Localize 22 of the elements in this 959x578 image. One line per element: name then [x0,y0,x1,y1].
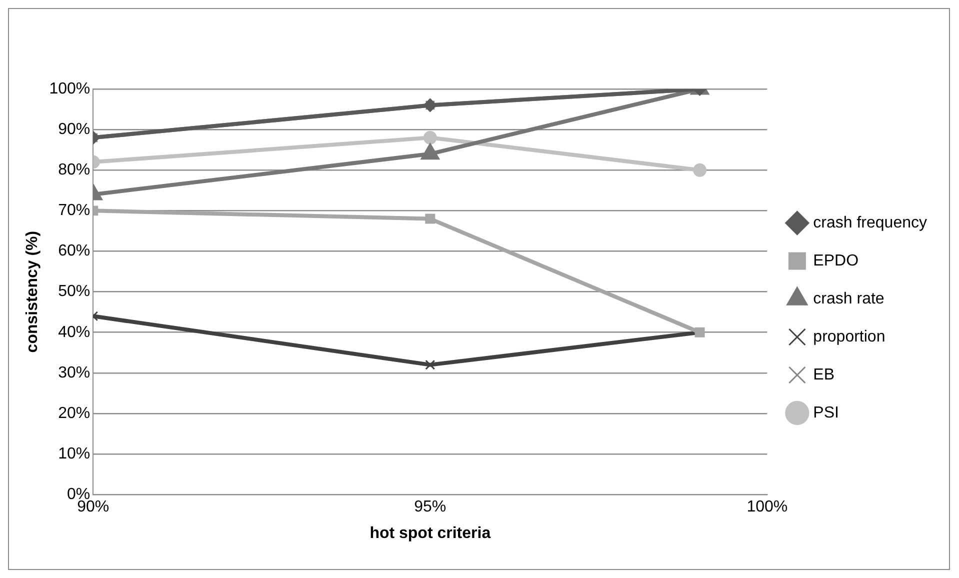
point [425,214,436,224]
x-tick-label: 95% [414,498,446,516]
y-tick-label: 90% [58,120,90,138]
point [423,130,437,144]
y-tick-label: 100% [49,80,90,98]
x-axis-title: hot spot criteria [370,524,491,542]
y-tick-label: 20% [58,404,90,422]
legend-label: proportion [813,328,886,346]
y-tick-label: 50% [58,283,90,300]
legend-label: crash frequency [813,214,928,232]
legend-label: crash rate [813,290,884,308]
y-tick-label: 10% [58,445,90,462]
legend-label: EPDO [813,252,859,270]
y-tick-label: 80% [58,162,90,179]
legend-label: PSI [813,404,839,422]
y-tick-label: 40% [58,324,90,341]
y-axis-title: consistency (%) [24,230,42,353]
legend-label: EB [813,366,835,384]
x-tick-label: 100% [746,498,788,516]
y-tick-label: 30% [58,364,90,382]
y-tick-label: 70% [58,202,90,220]
y-tick-label: 60% [58,242,90,260]
